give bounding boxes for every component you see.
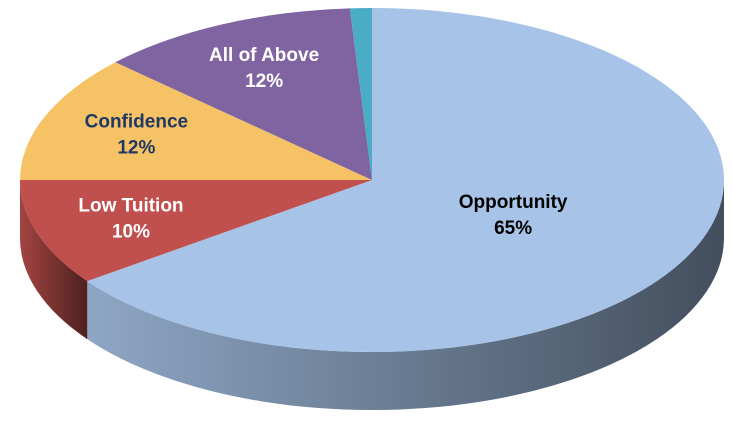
value-label: 65% [494,218,532,239]
slice [20,62,372,180]
slice [87,8,724,353]
slice-label: Opportunity [459,192,568,213]
value-label: 10% [112,221,150,242]
slice [349,8,372,180]
slice-side-shade [87,180,725,410]
slice-label: Confidence [85,111,188,132]
value-label: 12% [245,71,283,92]
slice-label: Low Tuition [78,195,183,216]
slice [20,180,372,282]
slice [115,8,372,181]
slice-label: All of Above [209,45,319,66]
value-label: 12% [117,137,155,158]
slice-side-shade [20,180,88,340]
